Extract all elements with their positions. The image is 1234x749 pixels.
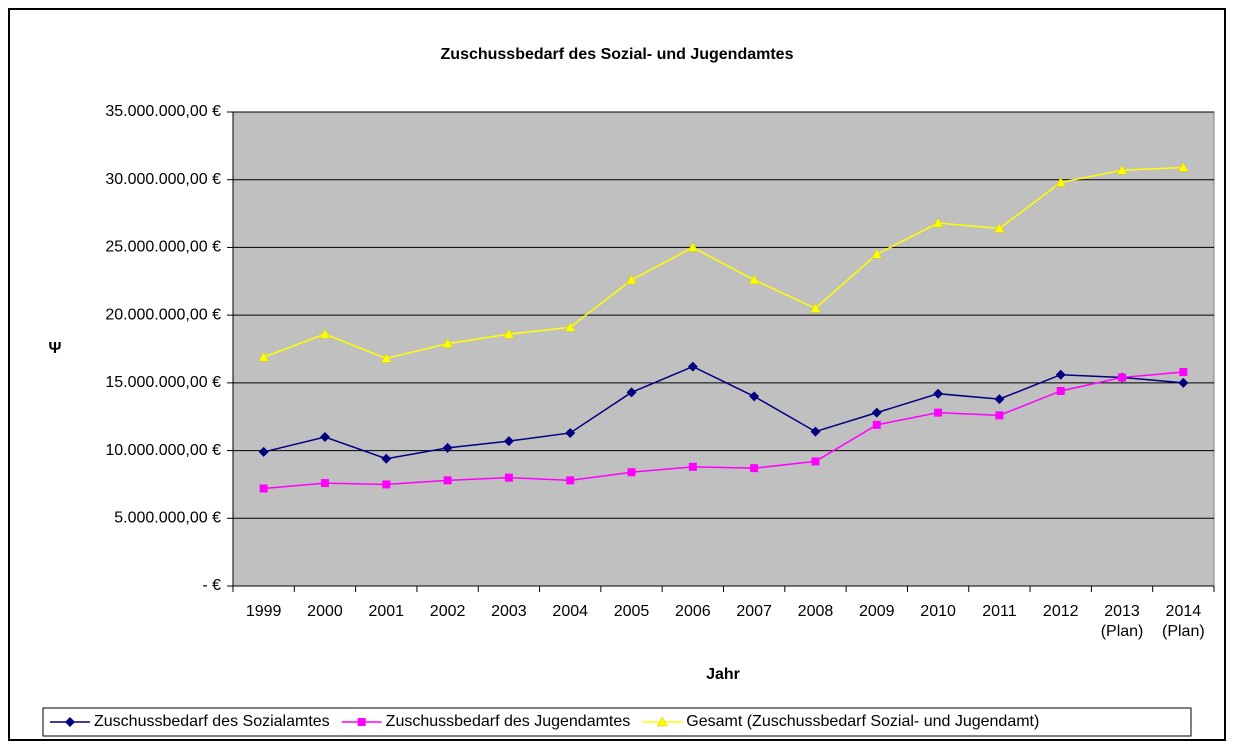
x-tick-label: 2011 — [982, 603, 1017, 620]
series-line — [263, 371, 1184, 490]
marker — [687, 361, 698, 372]
marker — [1118, 373, 1127, 382]
marker — [995, 411, 1004, 420]
x-tick-label: 2000 — [307, 603, 343, 620]
marker — [871, 248, 883, 259]
x-tick-label: 2012 — [1043, 603, 1079, 620]
marker — [65, 717, 75, 727]
marker — [1179, 368, 1188, 377]
marker — [1055, 369, 1066, 380]
x-tick-label-line: (Plan) — [1162, 623, 1205, 640]
x-tick-label: 2014 (Plan) — [1162, 603, 1205, 640]
y-tick-label: - € — [202, 577, 221, 594]
marker — [994, 394, 1005, 405]
legend-label: Gesamt (Zuschussbedarf Sozial- und Jugen… — [686, 713, 1039, 730]
marker — [626, 274, 637, 285]
marker — [872, 420, 881, 429]
marker — [626, 387, 637, 398]
marker — [382, 480, 391, 489]
x-tick-label: 1999 — [246, 603, 282, 620]
marker — [566, 476, 575, 485]
y-tick-label: 20.000.000,00 € — [105, 306, 221, 323]
y-tick-label: 15.000.000,00 € — [105, 374, 221, 391]
x-tick-label: 2008 — [798, 603, 834, 620]
x-tick-label: 2013 (Plan) — [1101, 603, 1144, 640]
plot-area — [232, 111, 1215, 587]
marker — [258, 446, 269, 457]
marker — [1177, 162, 1189, 172]
y-tick-label: 30.000.000,00 € — [105, 171, 221, 188]
x-tick-label: 2009 — [859, 603, 895, 620]
marker — [564, 321, 576, 332]
marker — [357, 718, 366, 726]
marker — [320, 479, 329, 488]
marker — [319, 432, 330, 443]
y-axis-label: Ψ — [49, 340, 62, 357]
y-tick-label: 25.000.000,00 € — [105, 239, 221, 256]
y-tick-label: 10.000.000,00 € — [105, 442, 221, 459]
series-line — [263, 166, 1184, 360]
marker — [1055, 176, 1067, 187]
legend-box — [42, 707, 1192, 737]
marker — [811, 457, 820, 466]
x-tick-label-line: 2013 — [1104, 603, 1140, 620]
x-tick-label: 2002 — [430, 603, 466, 620]
marker — [381, 453, 392, 464]
marker — [565, 427, 576, 438]
marker — [871, 407, 882, 418]
y-tick-label: 35.000.000,00 € — [105, 103, 221, 120]
marker — [687, 241, 699, 252]
marker — [750, 464, 759, 473]
y-tick-label: 5.000.000,00 € — [114, 510, 221, 527]
marker — [380, 352, 392, 363]
marker — [810, 302, 821, 313]
x-axis-label: Jahr — [706, 666, 740, 683]
x-tick-label-line: (Plan) — [1101, 623, 1144, 640]
marker — [627, 468, 636, 477]
series-line — [263, 365, 1184, 460]
marker — [319, 328, 331, 339]
x-tick-label: 2006 — [675, 603, 711, 620]
marker — [443, 476, 452, 485]
marker — [442, 338, 454, 348]
marker — [993, 222, 1005, 233]
marker — [504, 473, 513, 482]
legend-label: Zuschussbedarf des Jugendamtes — [386, 713, 631, 730]
marker — [688, 462, 697, 471]
marker — [503, 436, 514, 447]
marker — [258, 351, 270, 362]
x-tick-label: 2005 — [614, 603, 650, 620]
marker — [934, 408, 943, 417]
x-tick-label: 2004 — [552, 603, 588, 620]
x-tick-label: 2010 — [920, 603, 956, 620]
x-tick-label: 2003 — [491, 603, 527, 620]
marker — [442, 442, 453, 453]
legend-label: Zuschussbedarf des Sozialamtes — [94, 713, 330, 730]
marker — [1056, 386, 1065, 395]
marker — [656, 716, 668, 727]
marker — [259, 484, 268, 493]
marker — [503, 328, 515, 339]
marker — [933, 388, 944, 399]
marker — [749, 391, 760, 402]
x-tick-label: 2001 — [368, 603, 404, 620]
marker — [1116, 164, 1128, 175]
x-tick-label: 2007 — [736, 603, 772, 620]
chart-title: Zuschussbedarf des Sozial- und Jugendamt… — [441, 46, 794, 63]
x-tick-label-line: 2014 — [1166, 603, 1202, 620]
marker — [1178, 377, 1189, 388]
marker — [810, 426, 821, 437]
marker — [748, 274, 760, 285]
marker — [932, 217, 944, 228]
